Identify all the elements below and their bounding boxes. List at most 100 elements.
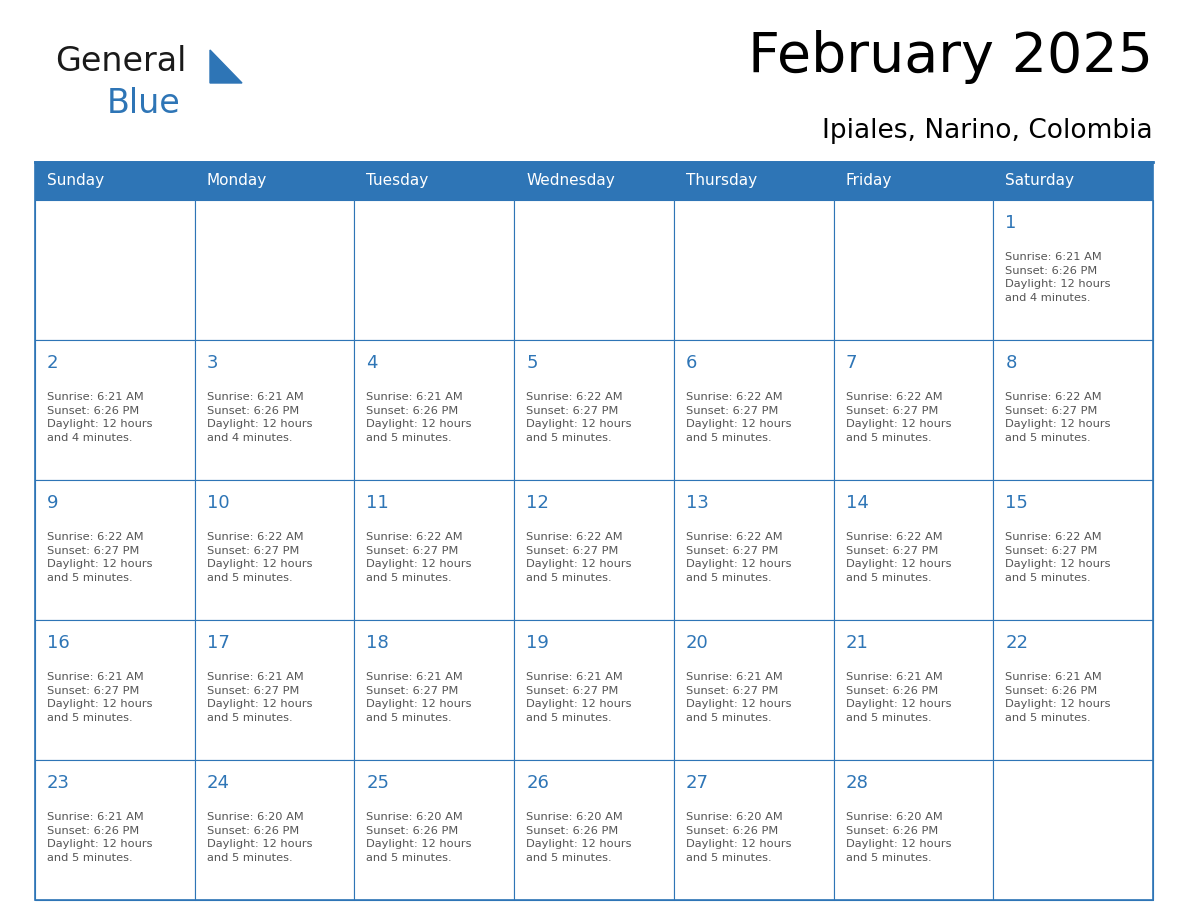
Text: Sunrise: 6:21 AM
Sunset: 6:26 PM
Daylight: 12 hours
and 4 minutes.: Sunrise: 6:21 AM Sunset: 6:26 PM Dayligh… (48, 392, 152, 442)
Text: February 2025: February 2025 (748, 30, 1154, 84)
Text: Sunrise: 6:22 AM
Sunset: 6:27 PM
Daylight: 12 hours
and 5 minutes.: Sunrise: 6:22 AM Sunset: 6:27 PM Dayligh… (48, 532, 152, 583)
Bar (993, 340, 1154, 480)
Bar (34, 620, 195, 760)
Text: 18: 18 (366, 634, 390, 652)
Text: Blue: Blue (107, 87, 181, 120)
Text: 16: 16 (48, 634, 70, 652)
Bar (34, 162, 1154, 200)
Text: 20: 20 (685, 634, 708, 652)
Text: 6: 6 (685, 354, 697, 372)
Text: Thursday: Thursday (685, 174, 757, 188)
Bar (834, 200, 993, 340)
Text: Saturday: Saturday (1005, 174, 1074, 188)
Text: 27: 27 (685, 774, 709, 792)
Text: Sunrise: 6:21 AM
Sunset: 6:27 PM
Daylight: 12 hours
and 5 minutes.: Sunrise: 6:21 AM Sunset: 6:27 PM Dayligh… (207, 672, 312, 722)
Text: 8: 8 (1005, 354, 1017, 372)
Bar (674, 200, 834, 340)
Bar (993, 760, 1154, 900)
Bar (514, 340, 674, 480)
Text: 15: 15 (1005, 494, 1028, 512)
Text: 5: 5 (526, 354, 538, 372)
Text: 21: 21 (846, 634, 868, 652)
Bar (674, 620, 834, 760)
Text: Sunrise: 6:22 AM
Sunset: 6:27 PM
Daylight: 12 hours
and 5 minutes.: Sunrise: 6:22 AM Sunset: 6:27 PM Dayligh… (526, 392, 632, 442)
Text: Sunday: Sunday (48, 174, 105, 188)
Bar (834, 620, 993, 760)
Text: Sunrise: 6:22 AM
Sunset: 6:27 PM
Daylight: 12 hours
and 5 minutes.: Sunrise: 6:22 AM Sunset: 6:27 PM Dayligh… (846, 392, 952, 442)
Bar (195, 760, 354, 900)
Bar (34, 162, 1154, 900)
Text: 24: 24 (207, 774, 229, 792)
Text: Sunrise: 6:21 AM
Sunset: 6:27 PM
Daylight: 12 hours
and 5 minutes.: Sunrise: 6:21 AM Sunset: 6:27 PM Dayligh… (48, 672, 152, 722)
Text: General: General (55, 45, 187, 78)
Text: 14: 14 (846, 494, 868, 512)
Text: 1: 1 (1005, 214, 1017, 232)
Text: 17: 17 (207, 634, 229, 652)
Text: 2: 2 (48, 354, 58, 372)
Text: Sunrise: 6:20 AM
Sunset: 6:26 PM
Daylight: 12 hours
and 5 minutes.: Sunrise: 6:20 AM Sunset: 6:26 PM Dayligh… (685, 812, 791, 863)
Bar (354, 760, 514, 900)
Text: 23: 23 (48, 774, 70, 792)
Text: 3: 3 (207, 354, 219, 372)
Text: 4: 4 (366, 354, 378, 372)
Text: Sunrise: 6:21 AM
Sunset: 6:26 PM
Daylight: 12 hours
and 5 minutes.: Sunrise: 6:21 AM Sunset: 6:26 PM Dayligh… (1005, 672, 1111, 722)
Bar (834, 760, 993, 900)
Bar (993, 200, 1154, 340)
Text: 9: 9 (48, 494, 58, 512)
Text: Sunrise: 6:20 AM
Sunset: 6:26 PM
Daylight: 12 hours
and 5 minutes.: Sunrise: 6:20 AM Sunset: 6:26 PM Dayligh… (207, 812, 312, 863)
Bar (195, 620, 354, 760)
Bar (195, 340, 354, 480)
Text: Sunrise: 6:22 AM
Sunset: 6:27 PM
Daylight: 12 hours
and 5 minutes.: Sunrise: 6:22 AM Sunset: 6:27 PM Dayligh… (846, 532, 952, 583)
Polygon shape (210, 50, 242, 83)
Bar (34, 200, 195, 340)
Text: Sunrise: 6:21 AM
Sunset: 6:26 PM
Daylight: 12 hours
and 5 minutes.: Sunrise: 6:21 AM Sunset: 6:26 PM Dayligh… (366, 392, 472, 442)
Text: Friday: Friday (846, 174, 892, 188)
Text: Tuesday: Tuesday (366, 174, 429, 188)
Text: Sunrise: 6:22 AM
Sunset: 6:27 PM
Daylight: 12 hours
and 5 minutes.: Sunrise: 6:22 AM Sunset: 6:27 PM Dayligh… (1005, 392, 1111, 442)
Bar (34, 480, 195, 620)
Text: Monday: Monday (207, 174, 267, 188)
Bar (195, 480, 354, 620)
Bar (354, 340, 514, 480)
Text: 10: 10 (207, 494, 229, 512)
Text: Sunrise: 6:22 AM
Sunset: 6:27 PM
Daylight: 12 hours
and 5 minutes.: Sunrise: 6:22 AM Sunset: 6:27 PM Dayligh… (366, 532, 472, 583)
Text: Sunrise: 6:21 AM
Sunset: 6:27 PM
Daylight: 12 hours
and 5 minutes.: Sunrise: 6:21 AM Sunset: 6:27 PM Dayligh… (366, 672, 472, 722)
Bar (834, 340, 993, 480)
Text: Sunrise: 6:22 AM
Sunset: 6:27 PM
Daylight: 12 hours
and 5 minutes.: Sunrise: 6:22 AM Sunset: 6:27 PM Dayligh… (685, 392, 791, 442)
Text: 11: 11 (366, 494, 390, 512)
Text: Sunrise: 6:21 AM
Sunset: 6:27 PM
Daylight: 12 hours
and 5 minutes.: Sunrise: 6:21 AM Sunset: 6:27 PM Dayligh… (526, 672, 632, 722)
Text: Sunrise: 6:21 AM
Sunset: 6:26 PM
Daylight: 12 hours
and 4 minutes.: Sunrise: 6:21 AM Sunset: 6:26 PM Dayligh… (1005, 252, 1111, 303)
Text: Ipiales, Narino, Colombia: Ipiales, Narino, Colombia (822, 118, 1154, 144)
Text: Sunrise: 6:21 AM
Sunset: 6:27 PM
Daylight: 12 hours
and 5 minutes.: Sunrise: 6:21 AM Sunset: 6:27 PM Dayligh… (685, 672, 791, 722)
Text: 26: 26 (526, 774, 549, 792)
Text: 28: 28 (846, 774, 868, 792)
Bar (34, 760, 195, 900)
Bar (354, 480, 514, 620)
Text: 7: 7 (846, 354, 857, 372)
Bar (674, 480, 834, 620)
Bar (514, 200, 674, 340)
Text: Sunrise: 6:22 AM
Sunset: 6:27 PM
Daylight: 12 hours
and 5 minutes.: Sunrise: 6:22 AM Sunset: 6:27 PM Dayligh… (207, 532, 312, 583)
Text: Sunrise: 6:22 AM
Sunset: 6:27 PM
Daylight: 12 hours
and 5 minutes.: Sunrise: 6:22 AM Sunset: 6:27 PM Dayligh… (685, 532, 791, 583)
Bar (674, 340, 834, 480)
Text: Sunrise: 6:20 AM
Sunset: 6:26 PM
Daylight: 12 hours
and 5 minutes.: Sunrise: 6:20 AM Sunset: 6:26 PM Dayligh… (526, 812, 632, 863)
Bar (354, 620, 514, 760)
Text: 22: 22 (1005, 634, 1029, 652)
Bar (514, 620, 674, 760)
Text: Sunrise: 6:21 AM
Sunset: 6:26 PM
Daylight: 12 hours
and 4 minutes.: Sunrise: 6:21 AM Sunset: 6:26 PM Dayligh… (207, 392, 312, 442)
Text: 19: 19 (526, 634, 549, 652)
Bar (834, 480, 993, 620)
Text: Sunrise: 6:20 AM
Sunset: 6:26 PM
Daylight: 12 hours
and 5 minutes.: Sunrise: 6:20 AM Sunset: 6:26 PM Dayligh… (846, 812, 952, 863)
Text: 13: 13 (685, 494, 709, 512)
Text: 25: 25 (366, 774, 390, 792)
Text: Sunrise: 6:21 AM
Sunset: 6:26 PM
Daylight: 12 hours
and 5 minutes.: Sunrise: 6:21 AM Sunset: 6:26 PM Dayligh… (48, 812, 152, 863)
Bar (354, 200, 514, 340)
Bar (993, 480, 1154, 620)
Text: Wednesday: Wednesday (526, 174, 615, 188)
Bar (34, 340, 195, 480)
Text: 12: 12 (526, 494, 549, 512)
Text: Sunrise: 6:22 AM
Sunset: 6:27 PM
Daylight: 12 hours
and 5 minutes.: Sunrise: 6:22 AM Sunset: 6:27 PM Dayligh… (1005, 532, 1111, 583)
Bar (993, 620, 1154, 760)
Bar (195, 200, 354, 340)
Text: Sunrise: 6:21 AM
Sunset: 6:26 PM
Daylight: 12 hours
and 5 minutes.: Sunrise: 6:21 AM Sunset: 6:26 PM Dayligh… (846, 672, 952, 722)
